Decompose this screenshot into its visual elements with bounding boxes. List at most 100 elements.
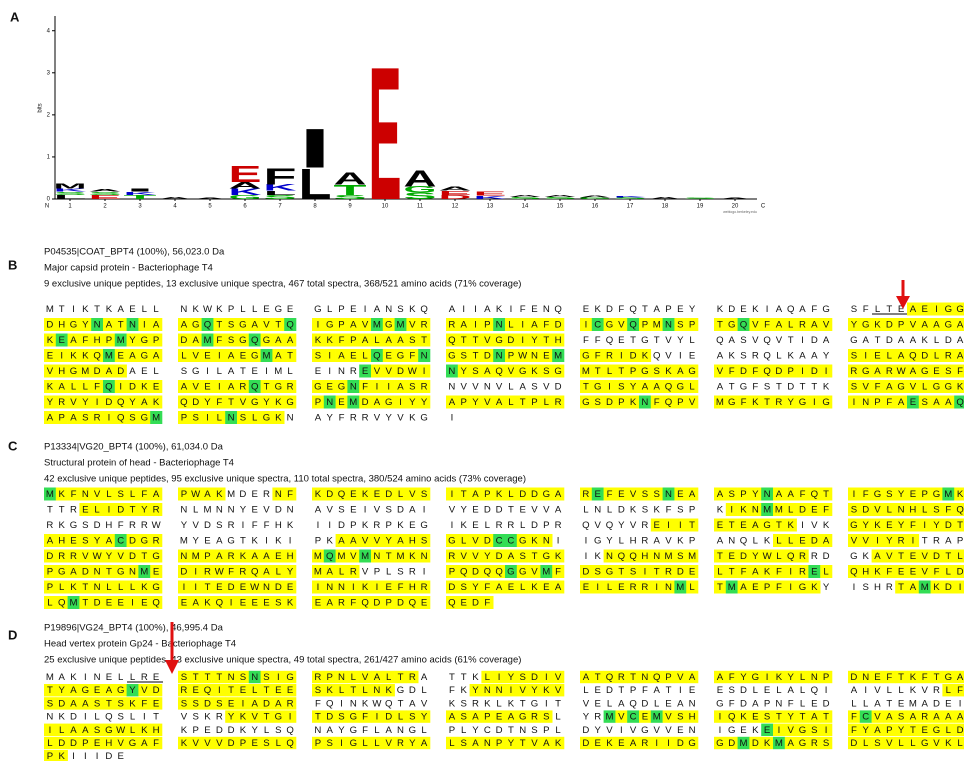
coverage-highlight [540, 349, 553, 362]
coverage-highlight [312, 487, 325, 501]
coverage-highlight [516, 487, 529, 501]
coverage-highlight [895, 736, 908, 750]
coverage-highlight [859, 349, 872, 362]
coverage-highlight [189, 736, 202, 750]
coverage-highlight [749, 736, 762, 750]
coverage-highlight [55, 411, 68, 424]
coverage-highlight [55, 364, 68, 378]
coverage-highlight [359, 395, 372, 409]
coverage-highlight [150, 411, 163, 424]
logo-letter: E [229, 162, 262, 188]
coverage-highlight [150, 736, 163, 750]
coverage-highlight [591, 487, 604, 501]
coverage-highlight [930, 723, 943, 736]
coverage-highlight [761, 670, 774, 684]
coverage-highlight [674, 380, 687, 393]
coverage-highlight [213, 684, 226, 697]
coverage-highlight [150, 318, 163, 331]
coverage-highlight [248, 684, 261, 697]
coverage-highlight [382, 549, 395, 563]
coverage-highlight [907, 364, 920, 378]
x-tick-label: 17 [627, 204, 634, 210]
coverage-highlight [784, 487, 797, 501]
coverage-highlight [918, 503, 931, 516]
coverage-highlight [323, 333, 336, 347]
coverage-highlight [639, 710, 652, 723]
coverage-highlight [808, 534, 821, 547]
coverage-highlight [67, 333, 80, 347]
coverage-highlight [323, 596, 336, 609]
coverage-highlight [871, 487, 884, 501]
coverage-highlight [650, 318, 663, 331]
coverage-highlight [138, 723, 151, 736]
coverage-highlight [883, 534, 896, 547]
coverage-highlight [67, 684, 80, 697]
coverage-highlight [418, 487, 431, 501]
coverage-highlight [469, 710, 482, 723]
coverage-highlight [895, 710, 908, 723]
coverage-highlight [225, 596, 238, 609]
sequence-group: FFQETGTVYL [583, 335, 695, 346]
coverage-highlight [347, 670, 360, 684]
logo-letter: S [89, 191, 122, 196]
coverage-highlight [44, 333, 57, 347]
coverage-highlight [469, 549, 482, 563]
coverage-highlight [895, 349, 908, 362]
x-tick-label: 3 [138, 204, 142, 210]
logo-letter: G [229, 194, 262, 201]
coverage-highlight [91, 503, 104, 516]
coverage-highlight [516, 318, 529, 331]
logo-letter: S [509, 196, 542, 199]
coverage-highlight [907, 736, 920, 750]
coverage-highlight [248, 596, 261, 609]
coverage-highlight [552, 565, 565, 578]
coverage-highlight [335, 670, 348, 684]
coverage-highlight [126, 503, 139, 516]
coverage-highlight [859, 364, 872, 378]
coverage-highlight [335, 684, 348, 697]
coverage-highlight [942, 503, 955, 516]
coverage-highlight [150, 684, 163, 697]
coverage-highlight [481, 487, 494, 501]
coverage-highlight [55, 750, 68, 761]
coverage-highlight [418, 549, 431, 563]
coverage-highlight [312, 549, 325, 563]
coverage-highlight [359, 534, 372, 547]
coverage-highlight [260, 697, 273, 710]
coverage-highlight [871, 364, 884, 378]
logo-letter: A [649, 197, 682, 200]
coverage-highlight [126, 736, 139, 750]
coverage-highlight [848, 395, 861, 409]
coverage-highlight [954, 503, 964, 516]
coverage-highlight [237, 736, 250, 750]
coverage-highlight [650, 364, 663, 378]
logo-letter: A [229, 181, 262, 191]
coverage-highlight [138, 411, 151, 424]
coverage-highlight [272, 487, 285, 501]
coverage-highlight [126, 349, 139, 362]
coverage-highlight [615, 380, 628, 393]
coverage-highlight [178, 411, 191, 424]
coverage-highlight [359, 487, 372, 501]
coverage-highlight [954, 736, 964, 750]
coverage-highlight [540, 395, 553, 409]
coverage-highlight [248, 549, 261, 563]
coverage-highlight [650, 710, 663, 723]
coverage-highlight [481, 333, 494, 347]
coverage-highlight [552, 684, 565, 697]
coverage-highlight [248, 697, 261, 710]
coverage-highlight [91, 596, 104, 609]
coverage-highlight [359, 580, 372, 594]
coverage-highlight [323, 549, 336, 563]
coverage-highlight [213, 549, 226, 563]
coverage-highlight [784, 364, 797, 378]
coverage-highlight [79, 534, 92, 547]
coverage-highlight [516, 395, 529, 409]
coverage-highlight [178, 697, 191, 710]
coverage-highlight [737, 395, 750, 409]
coverage-highlight [213, 487, 226, 501]
coverage-highlight [686, 565, 699, 578]
coverage-highlight [201, 684, 214, 697]
coverage-highlight [225, 333, 238, 347]
coverage-highlight [796, 723, 809, 736]
